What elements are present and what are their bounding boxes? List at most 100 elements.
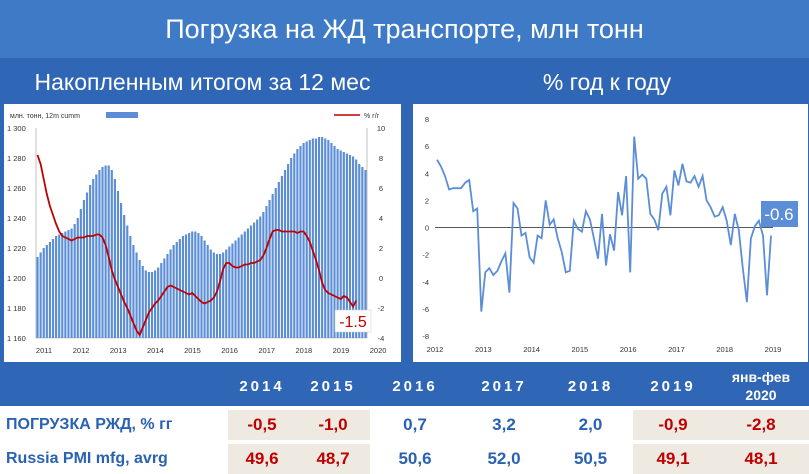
bar [327, 140, 330, 338]
y2-tick-label: -4 [378, 334, 385, 343]
page-title: Погрузка на ЖД транспорте, млн тонн [0, 0, 809, 58]
bar [336, 149, 339, 338]
bar [237, 237, 240, 338]
bar [253, 222, 256, 338]
y-tick-label: -4 [422, 278, 429, 287]
table-cell: 52,0 [487, 449, 521, 468]
bar [268, 200, 271, 338]
bar [150, 272, 154, 338]
bar [191, 231, 194, 338]
bar [249, 225, 253, 338]
bar [296, 149, 299, 338]
y2-tick-label: 8 [379, 154, 383, 163]
x-tick-label: 2013 [110, 346, 127, 355]
x-tick-label: 2015 [572, 345, 589, 354]
bar [36, 257, 39, 338]
stats-table: 2014 2015 2016 2017 2018 2019 янв-фев 20… [0, 366, 809, 474]
bar [203, 240, 206, 338]
table-cell: -1,0 [296, 410, 370, 440]
x-tick-label: 2014 [523, 345, 540, 354]
table-cell: -2,8 [713, 410, 809, 440]
y-tick-label: 1 260 [7, 184, 26, 193]
yoy-series-line [436, 136, 772, 312]
table-cell: -0,5 [228, 410, 296, 440]
bar [178, 239, 181, 338]
bar [348, 155, 352, 338]
table-cell: 50,5 [573, 449, 608, 468]
bar [42, 248, 45, 338]
y-tick-label: -2 [422, 251, 429, 260]
bar [160, 263, 163, 338]
bar [234, 240, 237, 338]
header-2019: 2019 [633, 366, 713, 406]
bar [246, 228, 249, 338]
bar [361, 167, 364, 338]
table-header-row: 2014 2015 2016 2017 2018 2019 янв-фев 20… [0, 366, 809, 406]
bar [265, 206, 268, 338]
bar [61, 233, 64, 338]
y-tick-label: 6 [425, 142, 429, 151]
y-tick-label: 1 180 [7, 304, 26, 313]
yoy-chart: -8 -6 -4 -2 0 2 4 6 8 2012 2013 2014 2015 2016 2017 201… [422, 115, 798, 354]
bar [209, 249, 212, 338]
bar [314, 138, 318, 338]
bar [218, 254, 222, 338]
y-tick-label: 1 300 [7, 124, 26, 133]
last-value-label: -1.5 [339, 314, 367, 331]
bar [58, 234, 61, 338]
x-tick-label: 2017 [668, 345, 685, 354]
bar [89, 185, 92, 338]
bar [110, 170, 113, 338]
x-tick-label: 2012 [73, 346, 90, 355]
bar [302, 143, 305, 338]
bar [157, 267, 160, 338]
header-2017: 2017 [460, 366, 548, 406]
row-label: ПОГРУЗКА РЖД, % гг [6, 416, 173, 433]
y-tick-label: 1 280 [7, 154, 26, 163]
bar [135, 252, 138, 338]
bar [317, 137, 321, 338]
x-tick-label: 2013 [475, 345, 492, 354]
bar [277, 182, 280, 338]
bar [342, 152, 345, 338]
bar [290, 158, 293, 338]
bar [222, 252, 225, 338]
bar [345, 153, 348, 338]
bar [184, 234, 188, 338]
bar [163, 258, 166, 338]
bar [355, 159, 358, 338]
last-value-box [334, 309, 372, 333]
bar [330, 143, 333, 338]
bar [200, 236, 203, 338]
x-tick-label: 2015 [184, 346, 201, 355]
bar [333, 146, 336, 338]
y2-tick-label: 6 [379, 184, 383, 193]
x-tick-label: 2016 [620, 345, 637, 354]
bar [48, 242, 52, 338]
bar [188, 233, 191, 338]
bar [113, 179, 116, 338]
x-tick-label: 2019 [765, 345, 782, 354]
y-tick-label: 1 160 [7, 334, 26, 343]
y2-tick-label: -2 [378, 304, 385, 313]
bar [116, 191, 120, 338]
bar [45, 245, 48, 338]
header-2016: 2016 [370, 366, 460, 406]
bar [324, 138, 327, 338]
bar [299, 146, 302, 338]
cumulative-chart: млн. тонн, 12m cumm % г/г 1 160 1 180 1 200 1… [7, 112, 386, 355]
last-value-box [761, 201, 798, 227]
bar [181, 236, 185, 338]
y2-tick-label: 4 [379, 214, 383, 223]
table-cell: 49,6 [228, 444, 296, 474]
bar [101, 167, 104, 338]
bar [141, 266, 144, 338]
bar [215, 254, 219, 338]
bar [274, 188, 277, 338]
legend-line-label: % г/г [364, 113, 380, 120]
bar [129, 236, 132, 338]
bar [123, 215, 126, 338]
bar [228, 246, 231, 338]
bar [119, 203, 123, 338]
bar [364, 170, 367, 338]
